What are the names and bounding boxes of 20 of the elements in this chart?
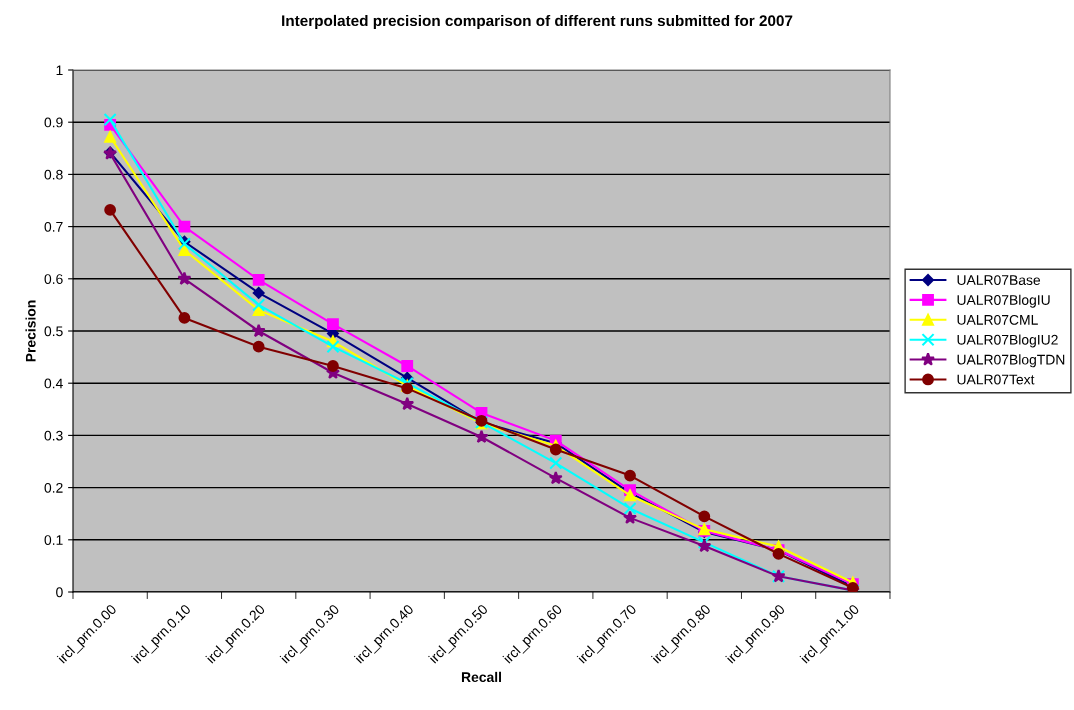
y-tick-label: 0 — [56, 587, 63, 598]
legend-label: UALR07BlogTDN — [957, 354, 1065, 368]
legend-label: UALR07CML — [957, 314, 1038, 325]
chart-title: Interpolated precision comparison of different runs submitted for 2007 — [282, 14, 793, 30]
y-tick-label: 0.4 — [44, 378, 63, 389]
x-axis-title: Recall — [461, 671, 501, 683]
y-tick-label: 0.9 — [44, 117, 63, 128]
y-tick-label: 0.7 — [44, 221, 63, 232]
legend-label: UALR07Base — [957, 275, 1041, 285]
y-tick-label: 0.2 — [44, 482, 63, 493]
y-tick-label: 0.8 — [44, 169, 63, 180]
legend-label: UALR07BlogIU2 — [957, 334, 1058, 348]
y-tick-label: 0.1 — [44, 535, 63, 545]
y-tick-label: 0.3 — [44, 430, 63, 441]
legend-label: UALR07Text — [957, 374, 1035, 385]
y-axis-title: Precision — [25, 300, 36, 362]
y-tick-label: 1 — [56, 65, 63, 76]
y-tick-label: 0.6 — [44, 274, 63, 284]
y-tick-label: 0.5 — [44, 326, 63, 337]
legend-label: UALR07BlogIU — [957, 294, 1050, 308]
